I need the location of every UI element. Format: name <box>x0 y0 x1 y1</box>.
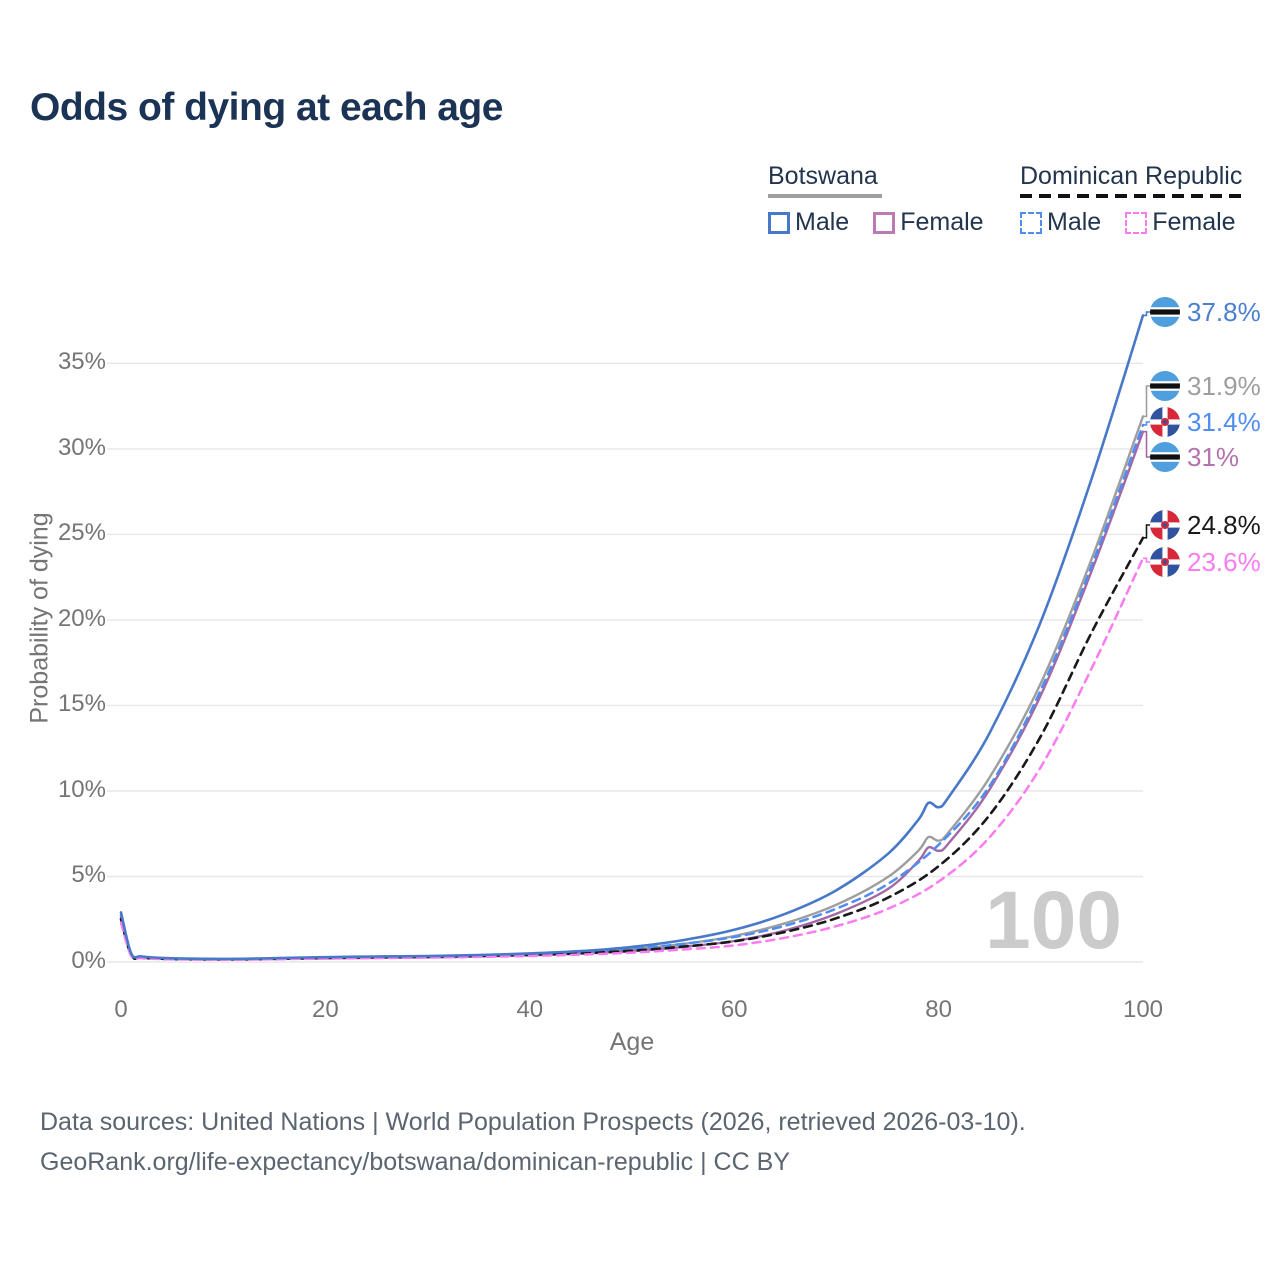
dominican-republic-flag-icon <box>1150 407 1180 437</box>
legend-items-dominican-republic: Male Female <box>1020 208 1246 237</box>
end-label-319: 31.9% <box>1150 370 1261 402</box>
botswana-flag-icon <box>1150 371 1180 401</box>
x-tick-label: 20 <box>312 996 339 1023</box>
legend-item-dominican-female[interactable]: Female <box>1125 208 1236 237</box>
watermark-age-label: 100 <box>985 875 1122 966</box>
dominican-male-swatch-icon <box>1020 211 1042 234</box>
end-label-236: 23.6% <box>1150 546 1261 578</box>
y-tick-label: 5% <box>71 861 106 889</box>
end-label-value: 31% <box>1187 441 1240 472</box>
y-tick-label: 25% <box>57 519 106 547</box>
page-title: Odds of dying at each age <box>30 86 503 129</box>
end-label-value: 24.8% <box>1187 509 1261 540</box>
dominican-republic-flag-icon <box>1150 547 1180 577</box>
legend-label-botswana-male: Male <box>795 208 850 236</box>
dominican-female-swatch-icon <box>1125 211 1148 234</box>
x-tick-label: 40 <box>516 996 544 1023</box>
legend-label-dominican-male: Male <box>1047 208 1102 236</box>
series-botswana-male-line <box>119 314 1145 961</box>
x-tick-label: 60 <box>720 996 748 1023</box>
connector-dominican-republic-male <box>1143 421 1151 426</box>
y-tick-label: 0% <box>71 947 106 974</box>
end-label-314: 31.4% <box>1150 406 1261 438</box>
legend-underline-botswana <box>768 194 882 198</box>
footer: Data sources: United Nations | World Pop… <box>40 1102 1026 1182</box>
legend-label-dominican-female: Female <box>1152 208 1236 236</box>
y-tick-label: 15% <box>57 690 106 718</box>
legend-group-botswana-name: Botswana <box>768 162 878 190</box>
legend-items-botswana: Male Female <box>768 208 984 237</box>
series-dominican-republic-female-line <box>119 557 1145 961</box>
connector-botswana-both-sexes <box>1143 385 1151 418</box>
botswana-flag-icon <box>1150 442 1180 472</box>
end-label-value: 23.6% <box>1187 546 1261 577</box>
legend-group-botswana: Botswana Male Female <box>768 162 984 237</box>
end-label-31: 31% <box>1150 441 1239 473</box>
botswana-flag-icon <box>1150 297 1180 327</box>
legend-group-dominican-republic: Dominican Republic Male Female <box>1020 162 1246 237</box>
end-label-248: 24.8% <box>1150 509 1261 541</box>
botswana-male-swatch-icon <box>768 211 790 234</box>
connector-dominican-republic-both-sexes <box>1143 524 1151 539</box>
legend-item-botswana-male[interactable]: Male <box>768 208 849 237</box>
legend-label-botswana-female: Female <box>900 208 984 236</box>
x-axis-title: Age <box>609 1028 655 1056</box>
x-tick-label: 80 <box>925 996 952 1023</box>
botswana-female-swatch-icon <box>873 211 896 234</box>
x-tick-label: 0 <box>114 996 128 1023</box>
footer-data-sources: Data sources: United Nations | World Pop… <box>40 1108 1026 1136</box>
connector-dominican-republic-female <box>1143 557 1151 563</box>
y-tick-label: 10% <box>57 775 106 803</box>
y-tick-label: 35% <box>57 348 106 376</box>
x-tick-label: 100 <box>1122 996 1164 1023</box>
legend-group-dominican-republic-name: Dominican Republic <box>1020 162 1243 190</box>
y-tick-label: 20% <box>57 604 106 632</box>
end-label-value: 37.8% <box>1187 296 1261 327</box>
end-label-value: 31.4% <box>1187 406 1261 437</box>
end-label-378: 37.8% <box>1150 296 1261 328</box>
end-label-value: 31.9% <box>1187 370 1261 401</box>
footer-link[interactable]: GeoRank.org/life-expectancy/botswana/dom… <box>40 1148 790 1176</box>
legend-item-dominican-male[interactable]: Male <box>1020 208 1101 237</box>
legend-underline-dominican-republic <box>1020 194 1246 198</box>
connector-botswana-male <box>1143 311 1151 317</box>
dominican-republic-flag-icon <box>1150 510 1180 540</box>
legend-item-botswana-female[interactable]: Female <box>873 208 984 237</box>
y-tick-label: 30% <box>57 433 106 461</box>
connector-botswana-female <box>1143 430 1151 458</box>
